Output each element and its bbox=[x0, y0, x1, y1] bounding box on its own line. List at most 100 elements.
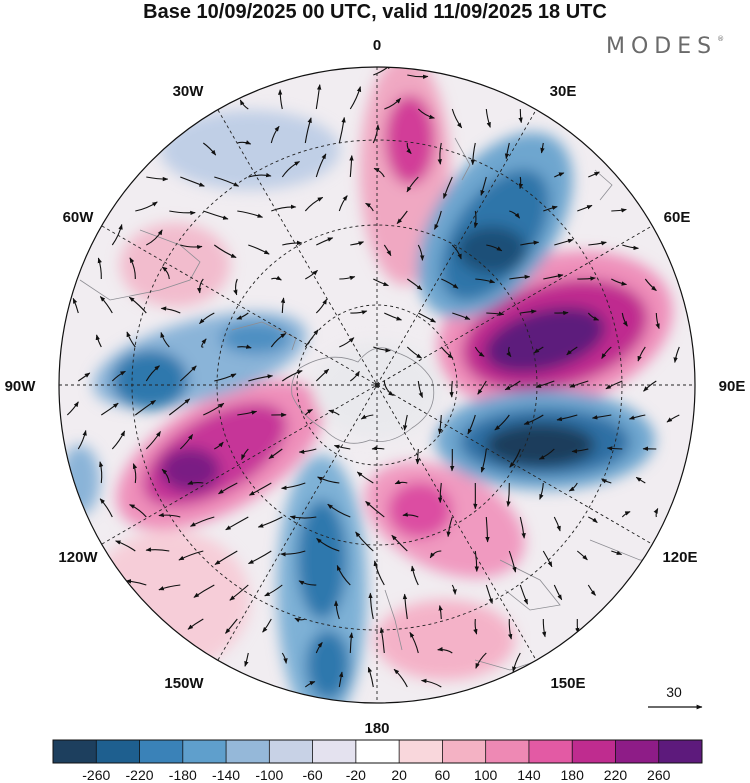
wind-arrow bbox=[577, 204, 593, 212]
wind-arrow bbox=[356, 471, 374, 484]
wind-arrow bbox=[553, 516, 561, 532]
wind-arrow bbox=[225, 618, 238, 634]
wind-arrow bbox=[179, 434, 194, 450]
wind-arrow bbox=[348, 632, 354, 654]
wind-arrow bbox=[588, 171, 600, 178]
wind-arrow bbox=[538, 448, 555, 460]
lon-label-150e: 150E bbox=[550, 675, 585, 692]
wind-arrow bbox=[569, 380, 589, 388]
anomaly-100e-core bbox=[485, 423, 595, 467]
wind-arrow bbox=[396, 210, 408, 225]
wind-arrow bbox=[193, 584, 215, 598]
colorbar-swatch bbox=[226, 740, 270, 763]
wind-arrow bbox=[518, 176, 524, 190]
wind-arrow bbox=[406, 176, 419, 193]
wind-arrow bbox=[486, 244, 503, 252]
wind-arrow bbox=[418, 312, 436, 323]
wind-arrow bbox=[621, 511, 631, 518]
wind-arrow bbox=[111, 370, 126, 382]
colorbar-swatch bbox=[53, 740, 97, 763]
wind-arrow bbox=[99, 461, 104, 484]
wind-arrow bbox=[406, 346, 423, 359]
colorbar-frame bbox=[52, 739, 703, 764]
wind-arrow bbox=[571, 448, 589, 454]
wind-arrow bbox=[213, 244, 237, 259]
wind-arrow bbox=[475, 278, 496, 284]
wind-arrow bbox=[611, 278, 628, 286]
wind-arrow bbox=[237, 210, 264, 218]
wind-arrow bbox=[402, 593, 408, 620]
wind-arrow bbox=[451, 108, 463, 129]
wind-arrow bbox=[451, 244, 462, 260]
wind-arrow bbox=[316, 537, 340, 552]
anomaly-170e bbox=[375, 600, 515, 680]
wind-arrow bbox=[316, 237, 334, 246]
wind-arrow bbox=[315, 641, 323, 654]
wind-arrow bbox=[77, 372, 91, 382]
wind-arrow bbox=[129, 504, 147, 518]
wind-arrow bbox=[449, 380, 454, 398]
wind-arrow bbox=[241, 448, 249, 461]
colorbar-swatch bbox=[615, 740, 660, 763]
wind-arrow bbox=[237, 410, 258, 416]
wind-arrow bbox=[611, 550, 623, 556]
wind-arrow bbox=[504, 142, 510, 160]
lon-label-60w: 60W bbox=[63, 209, 95, 226]
wind-arrow bbox=[187, 618, 204, 630]
wind-arrow bbox=[415, 448, 420, 465]
lon-label-180: 180 bbox=[364, 720, 389, 737]
wind-arrow bbox=[568, 482, 578, 492]
wind-arrow bbox=[350, 241, 365, 246]
wind-arrow bbox=[126, 331, 136, 348]
wind-arrow bbox=[333, 600, 340, 620]
wind-arrow bbox=[145, 365, 160, 382]
wind-arrow bbox=[248, 374, 274, 382]
wind-arrow bbox=[225, 516, 249, 531]
wind-arrow bbox=[644, 278, 657, 292]
wind-arrow bbox=[373, 346, 391, 353]
lon-label-150w: 150W bbox=[164, 675, 204, 692]
colorbar-tick-label: -260 bbox=[82, 767, 110, 783]
wind-arrow bbox=[179, 365, 197, 382]
wind-arrow bbox=[666, 414, 680, 423]
wind-arrow bbox=[373, 560, 385, 586]
anomaly-120w-ring bbox=[90, 530, 250, 670]
colorbar-swatch bbox=[96, 740, 140, 763]
wind-arrow bbox=[304, 681, 316, 688]
wind-arrow bbox=[371, 446, 385, 451]
wind-arrow bbox=[506, 346, 512, 358]
wind-arrow bbox=[214, 176, 240, 187]
wind-arrow bbox=[72, 297, 79, 314]
wind-arrow bbox=[111, 430, 126, 450]
colorbar-ticks: -260 -220 -180 -140 -100 -60 -20 20 60 100 140 180 2… bbox=[82, 740, 671, 783]
wind-arrow bbox=[281, 161, 300, 178]
anomaly-70e-core bbox=[484, 306, 606, 374]
wind-arrow bbox=[339, 275, 356, 281]
colorbar-tick-label: 60 bbox=[435, 767, 451, 783]
wind-arrow bbox=[473, 618, 478, 635]
wind-arrow bbox=[653, 508, 659, 518]
wind-arrow bbox=[643, 380, 657, 392]
wind-arrow bbox=[338, 116, 346, 144]
wind-arrow bbox=[407, 74, 429, 80]
wind-arrow bbox=[591, 414, 612, 420]
wind-arrow bbox=[673, 346, 680, 363]
colorbar-tick-label: 100 bbox=[474, 767, 498, 783]
wind-arrow bbox=[438, 605, 443, 620]
wind-arrow bbox=[637, 346, 646, 362]
wind-arrow bbox=[360, 414, 374, 420]
wind-arrow bbox=[328, 409, 340, 416]
wind-arrow bbox=[146, 229, 163, 246]
wind-arrow bbox=[512, 652, 521, 673]
wind-arrow bbox=[383, 244, 392, 257]
wind-arrow bbox=[437, 142, 442, 165]
wind-arrow bbox=[543, 205, 558, 212]
wind-arrow bbox=[504, 380, 521, 391]
colorbar-swatch bbox=[182, 740, 227, 763]
wind-arrow bbox=[280, 550, 306, 557]
wind-arrow bbox=[339, 337, 355, 348]
wind-arrow bbox=[248, 172, 272, 178]
wind-arrow bbox=[77, 429, 87, 450]
wind-arrow bbox=[384, 312, 403, 321]
anomaly-165w-tail bbox=[306, 630, 350, 700]
